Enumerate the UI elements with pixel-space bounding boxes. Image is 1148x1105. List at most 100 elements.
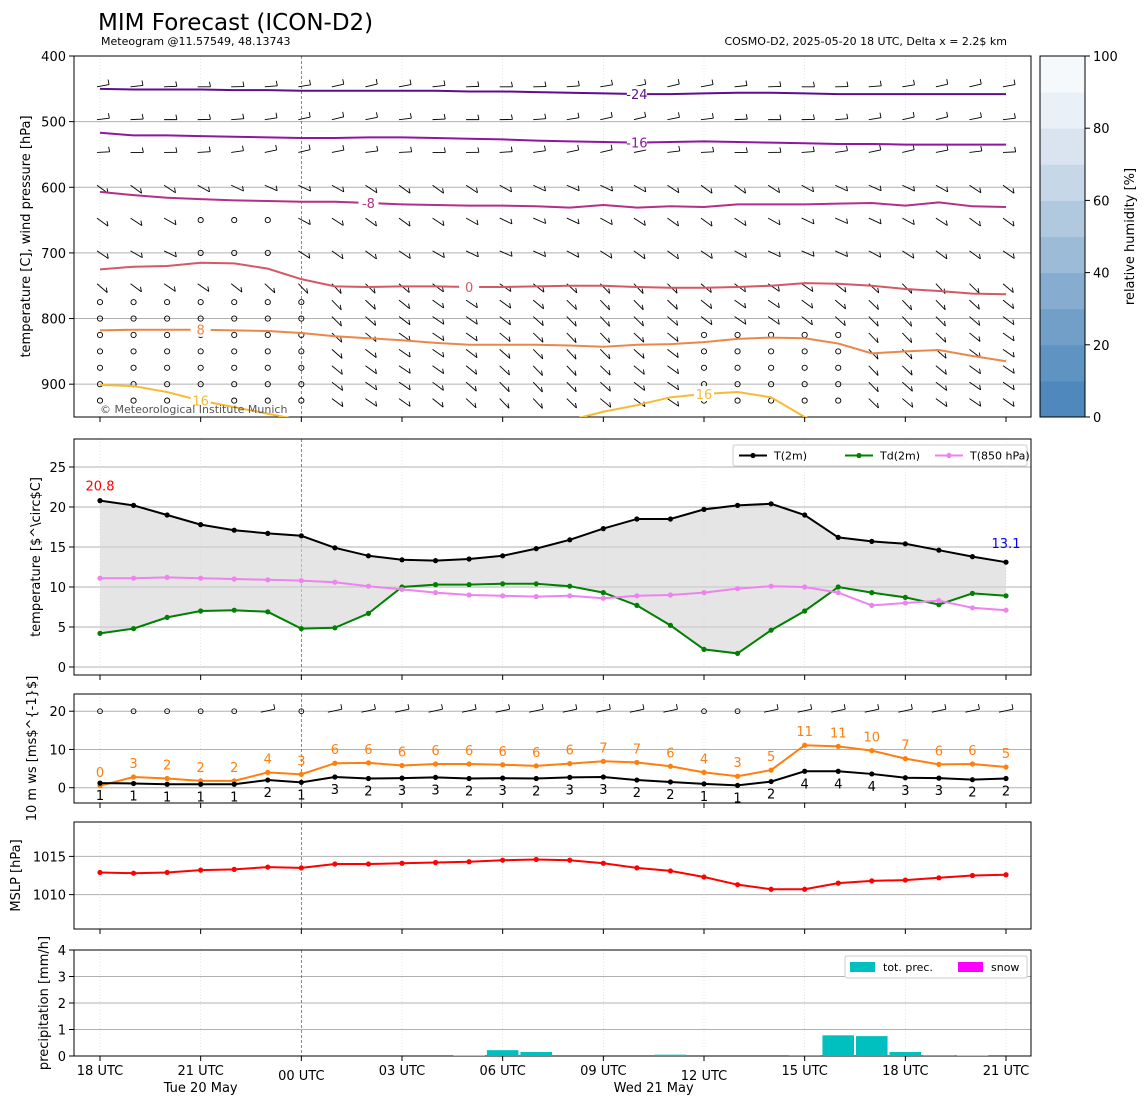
mslp-panel: 1010 1015 MSLP [hPa] [9,821,1032,934]
wind-barb [432,365,444,375]
y-tick-label: 25 [49,461,66,476]
wind-barb [700,184,713,194]
wind-barb [600,349,611,360]
wind-barb [998,708,1014,713]
data-label: 7 [633,742,641,757]
series-line-point [667,763,674,769]
calm-wind-marker [835,381,842,388]
wind-barb-flag [946,186,949,192]
series-line-point [130,780,137,787]
series-line-point [265,577,271,583]
series-line-point [734,586,741,592]
wind-barb-flag [844,287,847,293]
y-tick-label: 800 [41,313,66,328]
wind-barb [633,299,644,311]
series-line-point [902,775,908,781]
wind-barb-flag [308,144,311,150]
wind-barb-flag [1012,384,1015,390]
series-line-point [365,760,372,766]
calm-wind-marker [264,397,271,404]
wind-barb-flag [812,146,815,152]
series-line [99,858,1007,891]
calm-wind-marker [264,249,271,256]
precipitation-bar [856,1036,888,1056]
series-line-point [734,782,741,789]
calm-wind-marker [264,315,271,322]
wind-barb-flag [1013,113,1016,119]
wind-barb-flag [877,704,880,710]
wind-barb-flag [811,286,814,292]
series-line-point [768,886,774,892]
wind-barb-flag [577,144,580,150]
wind-barb [1002,283,1014,293]
data-label: 11 [796,725,813,740]
wind-barb-flag [374,320,377,326]
wind-barb-flag [275,185,278,191]
wind-barb-flag [474,386,477,392]
wind-barb-flag [611,79,613,85]
wind-barb [868,398,879,409]
wind-barb-flag [912,253,915,259]
wind-barb-flag [913,185,916,192]
series-line-point [466,592,472,598]
wind-barb-flag [678,145,681,152]
wind-barb [600,84,613,88]
series-line-point [365,583,372,589]
wind-barb-flag [641,321,644,327]
y-tick-label: 1 [58,1024,66,1039]
wind-barb [499,316,511,326]
calm-wind-marker [197,348,204,355]
legend-entry: T(850 hPa) [969,450,1030,463]
series-line-point [332,861,338,867]
wind-barb-flag [476,251,479,257]
y-tick-label: 10 [49,743,66,758]
calm-wind-marker [96,331,104,339]
wind-barb [566,250,579,258]
wind-barb-flag [339,321,342,327]
wind-barb-flag [810,704,813,710]
precipitation-bar [520,1052,552,1056]
wind-barb-flag [678,112,680,118]
calm-wind-marker [130,397,137,404]
wind-barb-flag [475,319,478,325]
data-label: 2 [465,785,473,800]
wind-barb-flag [476,187,478,193]
isotherm-label-bg [190,321,211,337]
wind-barb-flag [744,302,747,309]
series-line-point [265,864,271,870]
wind-barb [365,365,377,375]
wind-barb [734,316,747,325]
wind-barb-flag [308,111,311,118]
colorbar-label: relative humidity [%] [1123,168,1138,305]
calm-wind-marker [700,364,708,371]
wind-barb-flag [980,145,983,152]
wind-barb [533,184,546,192]
wind-barb-flag [408,401,411,407]
wind-barb-flag [877,287,880,293]
wind-barb-flag [106,253,109,259]
wind-barb [365,332,377,342]
wind-barb [298,184,311,192]
wind-barb-flag [308,253,311,259]
calm-wind-marker [734,331,741,339]
series-line-point [869,538,875,545]
location-subtitle: Meteogram @11.57549, 48.13743 [101,35,291,48]
wind-barb [734,85,748,88]
wind-barb-flag [980,112,982,118]
wind-barb-flag [712,146,715,152]
wind-barb [96,217,109,227]
wind-barb-flag [477,147,480,153]
wind-barb [700,316,713,326]
wind-barb-flag [442,335,445,341]
wind-barb-flag [442,188,445,194]
wind-barb [130,283,142,293]
calm-wind-marker [130,299,137,306]
wind-barb [935,217,948,226]
series-line-point [231,866,237,872]
wind-barb-flag [643,385,646,391]
wind-barb [801,151,815,153]
wind-barb-flag [676,336,679,342]
wind-barb [734,217,747,226]
calm-wind-marker [96,299,104,306]
wind-barb [667,316,678,326]
